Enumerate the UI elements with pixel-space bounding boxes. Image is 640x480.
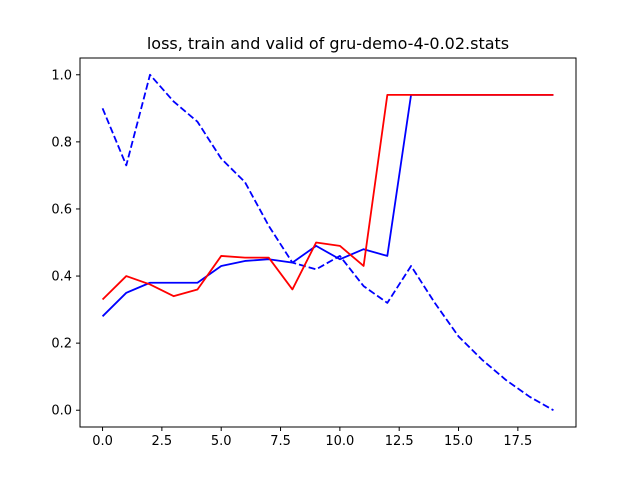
- x-tick-label: 17.5: [503, 434, 532, 449]
- y-tick-label: 0.4: [51, 270, 72, 285]
- y-axis: 0.0 0.2 0.4 0.6 0.8 1.0: [51, 68, 80, 419]
- x-tick-label: 0.0: [92, 434, 113, 449]
- y-tick-label: 0.8: [51, 135, 72, 150]
- series-line-3: [101, 94, 554, 301]
- x-tick-label: 12.5: [385, 434, 414, 449]
- y-tick-label: 1.0: [51, 68, 72, 83]
- y-tick-label: 0.0: [51, 404, 72, 419]
- x-tick-label: 15.0: [444, 434, 473, 449]
- plot-frame: [79, 57, 577, 428]
- x-tick-label: 7.5: [270, 434, 291, 449]
- x-tick-label: 5.0: [211, 434, 232, 449]
- chart-title: loss, train and valid of gru-demo-4-0.02…: [147, 34, 509, 53]
- series-layer: [101, 73, 554, 412]
- x-axis: 0.0 2.5 5.0 7.5 10.0 12.5 15.0 17.5: [92, 427, 532, 449]
- x-tick-label: 10.0: [325, 434, 354, 449]
- series-line-1: [101, 73, 554, 412]
- y-tick-label: 0.6: [51, 202, 72, 217]
- series-line-2: [101, 94, 554, 317]
- y-tick-label: 0.2: [51, 337, 72, 352]
- x-tick-label: 2.5: [152, 434, 173, 449]
